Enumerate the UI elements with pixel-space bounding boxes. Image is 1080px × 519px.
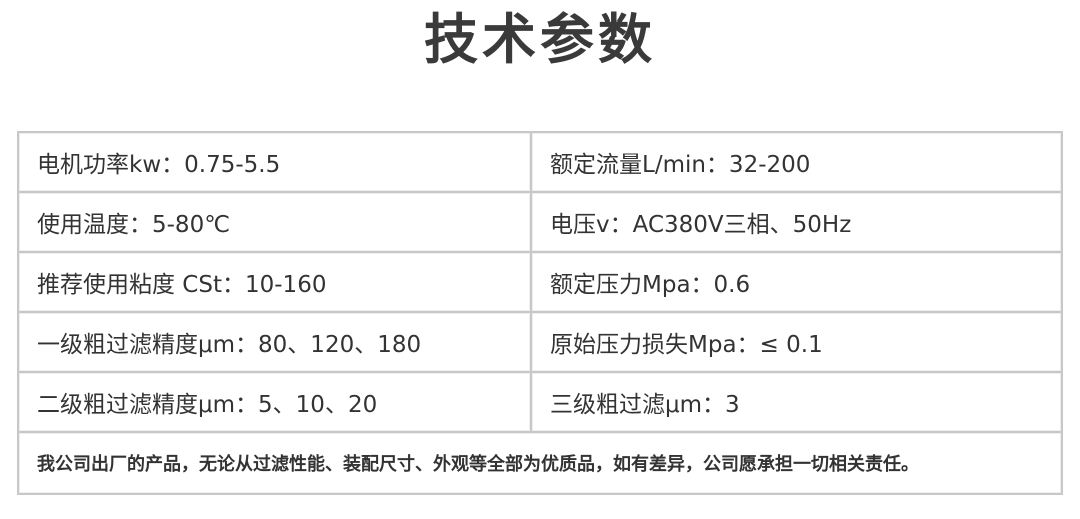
table-cell: 使用温度：5-80℃ — [17, 191, 532, 253]
table-cell: 三级粗过滤μm：3 — [530, 371, 1063, 433]
table-row: 使用温度：5-80℃ 电压v：AC380V三相、50Hz — [17, 191, 1063, 253]
page-title: 技术参数 — [424, 8, 656, 71]
table-cell: 一级粗过滤精度μm：80、120、180 — [17, 311, 532, 373]
table-cell: 推荐使用粘度 CSt：10-160 — [17, 251, 532, 313]
table-row: 二级粗过滤精度μm：5、10、20 三级粗过滤μm：3 — [17, 371, 1063, 433]
table-cell: 原始压力损失Mpa：≤ 0.1 — [530, 311, 1063, 373]
table-cell: 电机功率kw：0.75-5.5 — [17, 131, 532, 193]
table-row: 一级粗过滤精度μm：80、120、180 原始压力损失Mpa：≤ 0.1 — [17, 311, 1063, 373]
spec-table: 电机功率kw：0.75-5.5 额定流量L/min：32-200 使用温度：5-80… — [17, 131, 1063, 495]
note-cell: 我公司出厂的产品，无论从过滤性能、装配尺寸、外观等全部为优质品，如有差异，公司愿… — [17, 431, 1063, 495]
table-cell: 额定流量L/min：32-200 — [530, 131, 1063, 193]
table-row: 推荐使用粘度 CSt：10-160 额定压力Mpa：0.6 — [17, 251, 1063, 313]
note-row: 我公司出厂的产品，无论从过滤性能、装配尺寸、外观等全部为优质品，如有差异，公司愿… — [17, 431, 1063, 495]
table-cell: 额定压力Mpa：0.6 — [530, 251, 1063, 313]
table-row: 电机功率kw：0.75-5.5 额定流量L/min：32-200 — [17, 131, 1063, 193]
table-cell: 二级粗过滤精度μm：5、10、20 — [17, 371, 532, 433]
table-cell: 电压v：AC380V三相、50Hz — [530, 191, 1063, 253]
